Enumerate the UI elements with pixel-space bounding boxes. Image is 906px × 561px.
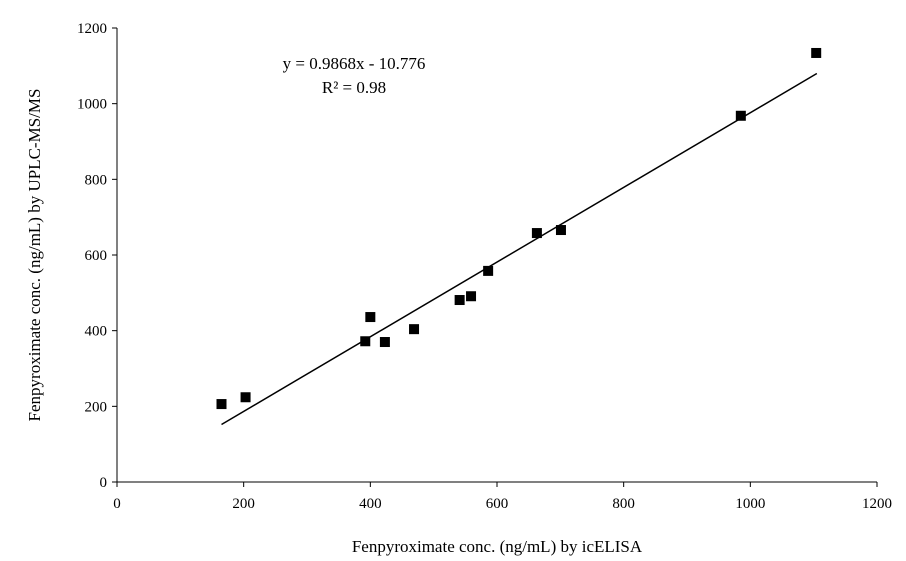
equation-label: y = 0.9868x - 10.776 [283, 54, 426, 73]
data-points [216, 47, 822, 410]
data-point [483, 265, 494, 276]
y-tick-label: 800 [85, 172, 108, 188]
data-point [216, 399, 227, 410]
data-point [555, 225, 566, 236]
x-tick-label: 800 [612, 496, 635, 512]
x-tick-label: 400 [359, 496, 382, 512]
x-ticks: 0 200 400 600 800 1000 1200 [113, 482, 892, 512]
y-tick-label: 1200 [77, 21, 107, 37]
data-point [379, 337, 390, 348]
data-point [360, 336, 371, 347]
data-point [365, 312, 376, 323]
y-axis-title: Fenpyroximate conc. (ng/mL) by UPLC-MS/M… [25, 89, 44, 422]
x-axis-title: Fenpyroximate conc. (ng/mL) by icELISA [352, 537, 643, 556]
data-point [409, 324, 420, 335]
x-tick-label: 1000 [735, 496, 765, 512]
data-point [240, 392, 251, 403]
y-tick-label: 200 [85, 399, 108, 415]
trendline [221, 72, 818, 426]
x-tick-label: 200 [232, 496, 255, 512]
data-point [811, 47, 822, 58]
x-tick-label: 600 [486, 496, 509, 512]
r-squared-label: R² = 0.98 [322, 78, 386, 97]
x-tick-label: 1200 [862, 496, 892, 512]
axes [116, 28, 877, 483]
data-point [466, 291, 477, 302]
y-tick-label: 1000 [77, 97, 107, 113]
y-tick-label: 600 [85, 248, 108, 264]
y-ticks: 0 200 400 600 800 1000 1200 [77, 21, 117, 491]
y-tick-label: 400 [85, 324, 108, 340]
data-point [531, 228, 542, 239]
y-tick-label: 0 [100, 475, 108, 491]
x-tick-label: 0 [113, 496, 121, 512]
data-point [454, 295, 465, 306]
data-point [735, 110, 746, 121]
